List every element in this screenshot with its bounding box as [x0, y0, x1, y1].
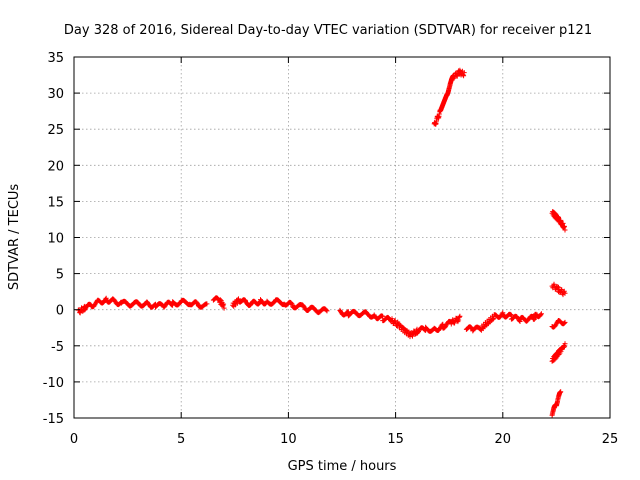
y-tick-label: 0: [56, 304, 64, 319]
data-segment: [549, 209, 568, 233]
data-point-markers: [431, 67, 467, 127]
data-segment: [431, 67, 467, 127]
data-point-markers: [549, 281, 568, 298]
y-tick-label: 15: [47, 195, 64, 210]
data-point-markers: [463, 310, 544, 334]
data-segment: [549, 389, 564, 418]
axis-ticks: 0 5 10 15 20 25 -15 -10 -5 0 5 10 15 20 25 30 35: [43, 51, 619, 447]
x-tick-label: 0: [70, 432, 78, 447]
data-segment: [549, 281, 568, 298]
data-point-markers: [337, 307, 463, 340]
x-tick-label: 10: [280, 432, 297, 447]
x-axis-label: GPS time / hours: [288, 459, 397, 474]
data-segment: [549, 318, 568, 330]
y-tick-label: 25: [47, 123, 64, 138]
y-tick-label: -5: [51, 340, 64, 355]
x-tick-label: 20: [495, 432, 512, 447]
data-point-markers: [549, 209, 568, 233]
y-tick-label: -10: [43, 376, 64, 391]
data-point-markers: [549, 318, 568, 330]
y-tick-label: 10: [47, 232, 64, 247]
y-tick-label: -15: [43, 412, 64, 427]
y-tick-label: 20: [47, 159, 64, 174]
data-segment: [337, 307, 463, 340]
y-tick-label: 30: [47, 87, 64, 102]
y-tick-label: 5: [56, 268, 64, 283]
y-tick-label: 35: [47, 51, 64, 66]
chart-title: Day 328 of 2016, Sidereal Day-to-day VTE…: [64, 23, 592, 38]
x-tick-label: 25: [602, 432, 619, 447]
data-segment: [549, 341, 568, 364]
data-segment: [210, 295, 227, 311]
data-segment: [75, 295, 210, 316]
data-point-markers: [210, 295, 227, 311]
x-tick-label: 5: [177, 432, 185, 447]
data-point-markers: [549, 389, 564, 418]
grid: [74, 57, 610, 418]
data-segment: [463, 310, 544, 334]
data-point-markers: [230, 296, 330, 316]
x-tick-label: 15: [387, 432, 404, 447]
data-point-markers: [549, 341, 568, 364]
plot-area: [75, 67, 568, 418]
y-axis-label: SDTVAR / TECUs: [7, 184, 22, 291]
data-segment: [230, 296, 330, 316]
data-point-markers: [75, 295, 210, 316]
